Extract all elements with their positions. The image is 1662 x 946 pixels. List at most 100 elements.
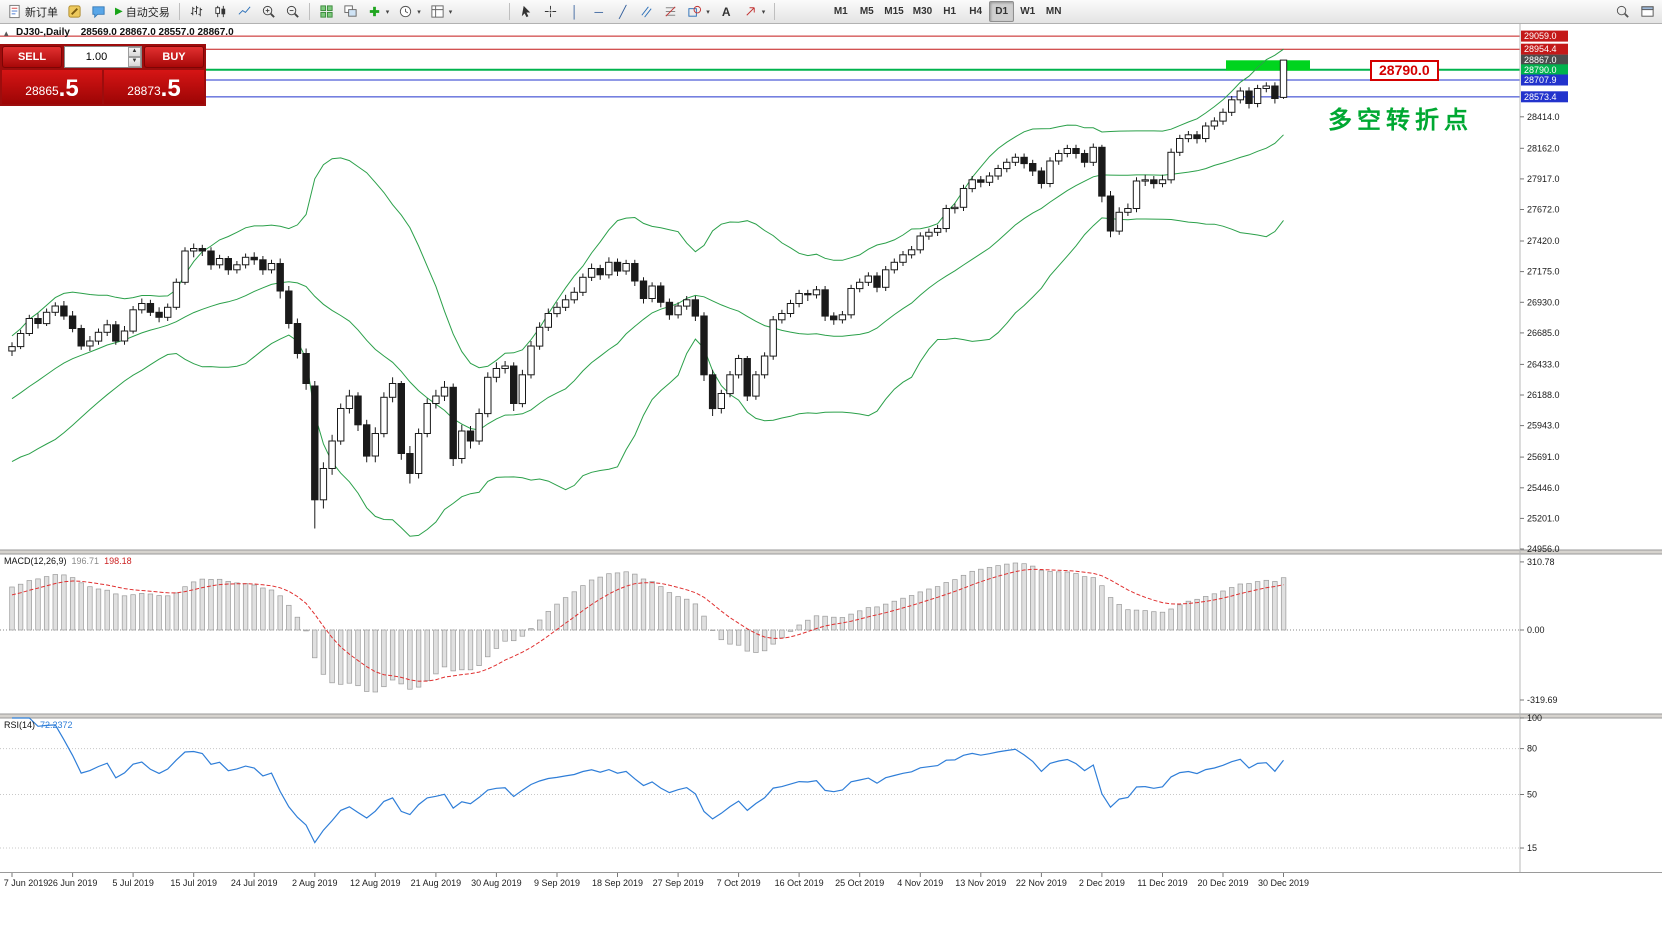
panel-separator[interactable] xyxy=(0,550,1662,554)
dropdown-caret-icon: ▾ xyxy=(417,8,421,16)
macd-name: MACD(12,26,9) xyxy=(4,556,67,566)
svg-text:29059.0: 29059.0 xyxy=(1524,31,1557,41)
date-axis-label: 12 Aug 2019 xyxy=(350,878,401,888)
sell-button[interactable]: SELL xyxy=(2,46,62,68)
highlight-rectangle[interactable] xyxy=(1226,60,1310,71)
date-axis-label: 30 Aug 2019 xyxy=(471,878,522,888)
vertical-line-tool-button[interactable]: │ xyxy=(563,1,586,22)
price-axis[interactable]: 28414.0 28162.0 27917.0 27672.0 27420.0 27175… xyxy=(1519,24,1568,873)
date-axis-label: 15 Jul 2019 xyxy=(170,878,217,888)
svg-text:28573.4: 28573.4 xyxy=(1524,92,1557,102)
new-order-button[interactable]: 新订单 xyxy=(3,1,62,22)
price-tag: 28954.4 xyxy=(1521,43,1568,55)
zoom-out-icon xyxy=(286,5,299,18)
date-axis-label: 21 Aug 2019 xyxy=(411,878,462,888)
timeframe-m30-button[interactable]: M30 xyxy=(909,1,936,22)
crosshair-icon xyxy=(545,5,557,18)
timeframe-m5-button[interactable]: M5 xyxy=(854,1,879,22)
indicators-button[interactable]: ▾ xyxy=(363,1,394,22)
shapes-tool-button[interactable]: ▾ xyxy=(683,1,714,22)
svg-text:28954.4: 28954.4 xyxy=(1524,44,1557,54)
timeframe-h1-button[interactable]: H1 xyxy=(937,1,962,22)
search-button[interactable] xyxy=(1611,1,1634,22)
price-axis-label: 26930.0 xyxy=(1527,297,1560,307)
toolbar-separator xyxy=(178,3,180,20)
autotrade-button[interactable]: ▶ 自动交易 xyxy=(111,1,174,22)
buy-button[interactable]: BUY xyxy=(144,46,204,68)
panel-separator[interactable] xyxy=(0,714,1662,718)
cursor-button[interactable] xyxy=(515,1,538,22)
ohlc-values: 28569.0 28867.0 28557.0 28867.0 xyxy=(80,27,234,38)
crosshair-button[interactable] xyxy=(539,1,562,22)
magnifier-icon xyxy=(1616,5,1629,18)
sell-price[interactable]: 28865 .5 xyxy=(2,70,102,104)
timeframe-w1-button[interactable]: W1 xyxy=(1015,1,1040,22)
zoom-in-button[interactable] xyxy=(257,1,280,22)
timeframe-d1-button[interactable]: D1 xyxy=(989,1,1015,22)
date-axis-label: 24 Jul 2019 xyxy=(231,878,278,888)
rsi-label: RSI(14) 72.2372 xyxy=(4,720,73,730)
channel-tool-button[interactable] xyxy=(635,1,658,22)
bollinger-middle-band[interactable] xyxy=(11,134,1284,431)
volume-down-button[interactable]: ▼ xyxy=(128,57,141,67)
main-toolbar: 新订单 ▶ 自动交易 ▾ ▾ ▾ xyxy=(0,0,1662,24)
price-axis-label: 26685.0 xyxy=(1527,328,1560,338)
price-axis-label: 24956.0 xyxy=(1527,544,1560,554)
arrow-tool-icon xyxy=(746,7,755,16)
title-collapse-icon[interactable]: ▴ xyxy=(4,28,9,38)
horizontal-line-tool-button[interactable]: ─ xyxy=(587,1,610,22)
window-panel-icon xyxy=(1641,6,1654,17)
svg-text:28790.0: 28790.0 xyxy=(1524,65,1557,75)
date-axis-label: 13 Nov 2019 xyxy=(955,878,1006,888)
zoom-out-button[interactable] xyxy=(281,1,304,22)
tile-windows-button[interactable] xyxy=(315,1,338,22)
date-axis-label: 9 Sep 2019 xyxy=(534,878,580,888)
timeframe-m15-button[interactable]: M15 xyxy=(880,1,907,22)
fibonacci-tool-button[interactable] xyxy=(659,1,682,22)
bar-chart-button[interactable] xyxy=(185,1,208,22)
candlestick-chart-button[interactable] xyxy=(209,1,232,22)
cascade-windows-button[interactable] xyxy=(339,1,362,22)
date-axis-label: 26 Jun 2019 xyxy=(48,878,98,888)
price-callout-label[interactable]: 28790.0 xyxy=(1370,60,1439,81)
metaeditor-button[interactable] xyxy=(63,1,86,22)
horizontal-line-icon: ─ xyxy=(594,4,603,19)
templates-button[interactable]: ▾ xyxy=(426,1,457,22)
line-chart-button[interactable] xyxy=(233,1,256,22)
price-axis-label: 27917.0 xyxy=(1527,174,1560,184)
price-axis-label: 27672.0 xyxy=(1527,205,1560,215)
new-order-label: 新订单 xyxy=(25,6,58,19)
bollinger-upper-band[interactable] xyxy=(11,48,1284,369)
chat-icon xyxy=(92,6,105,19)
text-tool-button[interactable]: A xyxy=(715,1,738,22)
autotrade-play-icon: ▶ xyxy=(115,6,123,17)
chart-annotation[interactable]: 多空转折点 xyxy=(1328,107,1473,134)
price-axis-label: 25446.0 xyxy=(1527,483,1560,493)
chart-title: DJ30-,Daily 28569.0 28867.0 28557.0 2886… xyxy=(16,27,234,38)
indicators-plus-icon xyxy=(369,6,379,17)
cursor-icon xyxy=(522,5,531,18)
arrows-tool-button[interactable]: ▾ xyxy=(739,1,770,22)
price-axis-label: 26433.0 xyxy=(1527,359,1560,369)
panels-button[interactable] xyxy=(1636,1,1659,22)
candlestick-series xyxy=(8,59,1288,529)
bollinger-lower-band[interactable] xyxy=(11,217,1284,537)
buy-price-big: .5 xyxy=(160,75,181,102)
vertical-line-icon: │ xyxy=(571,4,579,19)
line-chart-icon xyxy=(238,6,251,15)
timeframe-h4-button[interactable]: H4 xyxy=(963,1,988,22)
buy-price[interactable]: 28873 .5 xyxy=(104,70,204,104)
macd-histogram xyxy=(9,562,1287,693)
cascade-windows-icon xyxy=(344,5,357,17)
volume-input[interactable] xyxy=(65,47,128,67)
date-axis-label: 30 Dec 2019 xyxy=(1258,878,1309,888)
timeframe-mn-button[interactable]: MN xyxy=(1041,1,1066,22)
date-axis[interactable]: 7 Jun 2019 26 Jun 2019 5 Jul 2019 15 Jul 20… xyxy=(0,872,1662,889)
periods-button[interactable]: ▾ xyxy=(394,1,425,22)
messages-button[interactable] xyxy=(87,1,110,22)
trendline-tool-button[interactable]: ╱ xyxy=(611,1,634,22)
date-axis-label: 25 Oct 2019 xyxy=(835,878,884,888)
volume-up-button[interactable]: ▲ xyxy=(128,47,141,57)
timeframe-m1-button[interactable]: M1 xyxy=(828,1,853,22)
